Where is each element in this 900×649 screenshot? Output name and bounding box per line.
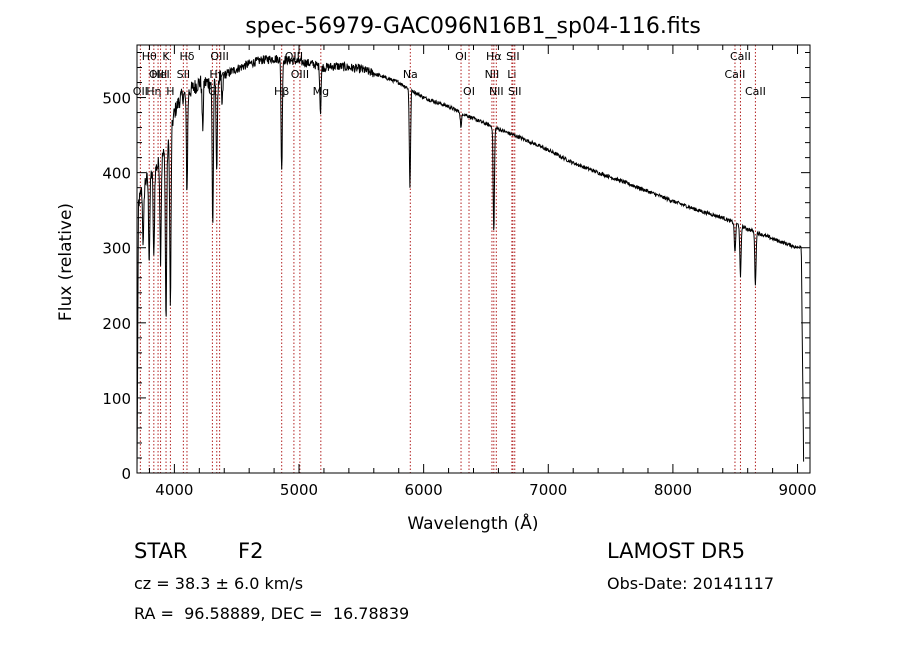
line-label: CaII xyxy=(730,50,751,63)
y-tick-label: 100 xyxy=(102,390,131,408)
line-label: CaII xyxy=(745,85,766,98)
line-label: SII xyxy=(506,50,519,63)
line-label: CaII xyxy=(725,68,746,81)
spectrum-line xyxy=(136,55,805,474)
plot-frame xyxy=(136,44,811,474)
y-tick-label: 300 xyxy=(102,240,131,258)
line-label: Hη xyxy=(146,85,161,98)
x-axis: 4000 5000 6000 7000 8000 9000 xyxy=(148,45,817,499)
chart-title: spec-56979-GAC096N16B1_sp04-116.fits xyxy=(245,14,701,39)
x-tick-label: 9000 xyxy=(778,481,816,499)
line-label: H xyxy=(166,85,174,98)
line-label: Na xyxy=(403,68,418,81)
y-axis: 0 100 200 300 400 500 xyxy=(102,52,810,483)
x-tick-label: 7000 xyxy=(529,481,567,499)
x-tick-label: 6000 xyxy=(405,481,443,499)
line-label: Hβ xyxy=(274,85,289,98)
line-label: SII xyxy=(177,68,190,81)
line-label: NII xyxy=(485,68,500,81)
x-tick-label: 5000 xyxy=(280,481,318,499)
line-label: Hα xyxy=(486,50,502,63)
line-label: Hγ xyxy=(209,68,224,81)
line-label: Hθ xyxy=(142,50,157,63)
line-label: OI xyxy=(455,50,467,63)
redshift-cz: cz = 38.3 ± 6.0 km/s xyxy=(134,574,304,593)
line-label: NII xyxy=(489,85,504,98)
line-label: OIII xyxy=(210,50,228,63)
line-label: OIII xyxy=(291,68,309,81)
line-label: HeI xyxy=(151,68,169,81)
line-label: G xyxy=(208,85,217,98)
y-tick-label: 200 xyxy=(102,315,131,333)
line-label: OI xyxy=(463,85,475,98)
x-axis-label: Wavelength (Å) xyxy=(407,512,538,534)
emission-line-markers: OIIHθHηOIIIHeIKHSIIHδGHγOIIIHβOIIIOIIIMg… xyxy=(133,45,766,473)
object-class: STAR xyxy=(134,539,188,563)
y-tick-label: 400 xyxy=(102,165,131,183)
line-label: Li xyxy=(507,68,516,81)
y-tick-label: 0 xyxy=(121,465,131,483)
survey-name: LAMOST DR5 xyxy=(607,539,746,563)
line-label: SII xyxy=(508,85,521,98)
line-label: OIII xyxy=(149,68,167,81)
object-subclass: F2 xyxy=(238,539,264,563)
y-tick-label: 500 xyxy=(102,90,131,108)
x-tick-label: 4000 xyxy=(155,481,193,499)
observation-date: Obs-Date: 20141117 xyxy=(607,574,775,593)
y-axis-label: Flux (relative) xyxy=(56,203,76,321)
coordinates: RA = 96.58889, DEC = 16.78839 xyxy=(134,604,410,623)
line-label: K xyxy=(162,50,170,63)
line-label: Hδ xyxy=(179,50,194,63)
x-tick-label: 8000 xyxy=(654,481,692,499)
